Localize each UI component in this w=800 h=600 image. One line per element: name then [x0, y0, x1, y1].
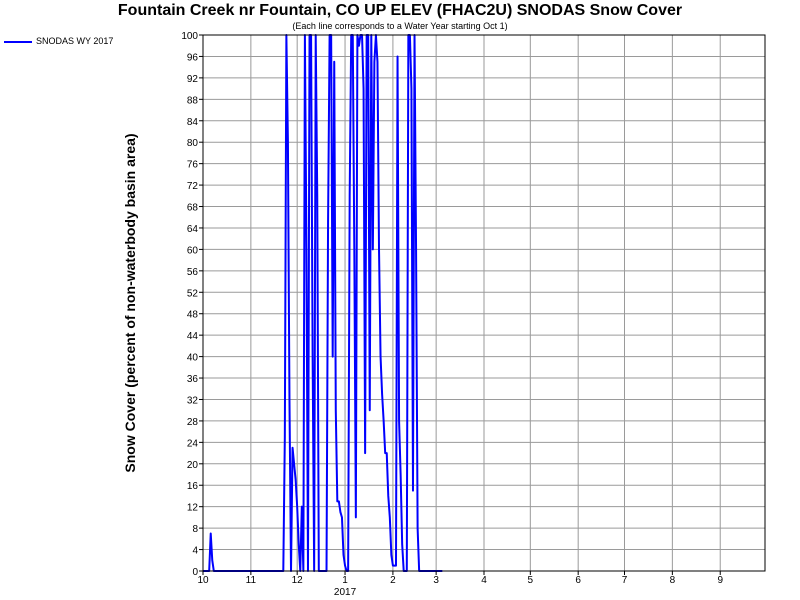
x-tick-label: 12 [292, 575, 304, 586]
y-tick-label: 56 [187, 267, 199, 278]
y-tick-label: 48 [187, 310, 199, 321]
legend: SNODAS WY 2017 [4, 36, 144, 48]
x-tick-label: 5 [528, 575, 534, 586]
y-tick-label: 16 [187, 481, 199, 492]
y-tick-label: 80 [187, 138, 199, 149]
y-tick-label: 12 [187, 503, 199, 514]
y-tick-label: 40 [187, 353, 199, 364]
y-tick-label: 8 [192, 524, 198, 535]
x-tick-label: 8 [670, 575, 676, 586]
y-tick-label: 32 [187, 395, 199, 406]
y-tick-label: 68 [187, 203, 199, 214]
series-line-snodas-wy-2017 [203, 34, 443, 572]
y-tick-label: 72 [187, 181, 199, 192]
x-tick-year-label: 2017 [334, 587, 357, 598]
y-tick-label: 44 [187, 331, 199, 342]
y-tick-label: 88 [187, 95, 199, 106]
x-tick-label: 3 [433, 575, 439, 586]
y-tick-label: 20 [187, 460, 199, 471]
y-tick-label: 96 [187, 52, 199, 63]
y-tick-label: 76 [187, 160, 199, 171]
y-tick-label: 28 [187, 417, 199, 428]
y-tick-label: 4 [192, 546, 198, 557]
chart-title: Fountain Creek nr Fountain, CO UP ELEV (… [117, 2, 683, 19]
x-tick-label: 6 [575, 575, 581, 586]
gridlines [202, 34, 765, 572]
y-tick-label: 24 [187, 438, 199, 449]
y-tick-label: 100 [181, 31, 198, 42]
y-tick-label: 84 [187, 117, 199, 128]
y-axis: 0481216202428323640444852566064687276808… [181, 31, 203, 578]
series-layer [203, 34, 443, 572]
legend-label: SNODAS WY 2017 [36, 36, 114, 46]
x-tick-label: 9 [717, 575, 723, 586]
x-tick-label: 2 [390, 575, 396, 586]
y-tick-label: 52 [187, 288, 199, 299]
y-tick-label: 0 [192, 567, 198, 578]
x-tick-label: 4 [481, 575, 487, 586]
legend-swatch [4, 41, 32, 43]
y-tick-label: 60 [187, 245, 199, 256]
y-tick-label: 92 [187, 74, 199, 85]
x-tick-label: 11 [246, 575, 257, 586]
x-tick-label: 7 [622, 575, 628, 586]
y-tick-label: 36 [187, 374, 199, 385]
y-tick-label: 64 [187, 224, 199, 235]
chart-subtitle: (Each line corresponds to a Water Year s… [292, 21, 508, 31]
x-tick-label: 10 [197, 575, 209, 586]
x-tick-label: 1 [342, 575, 348, 586]
